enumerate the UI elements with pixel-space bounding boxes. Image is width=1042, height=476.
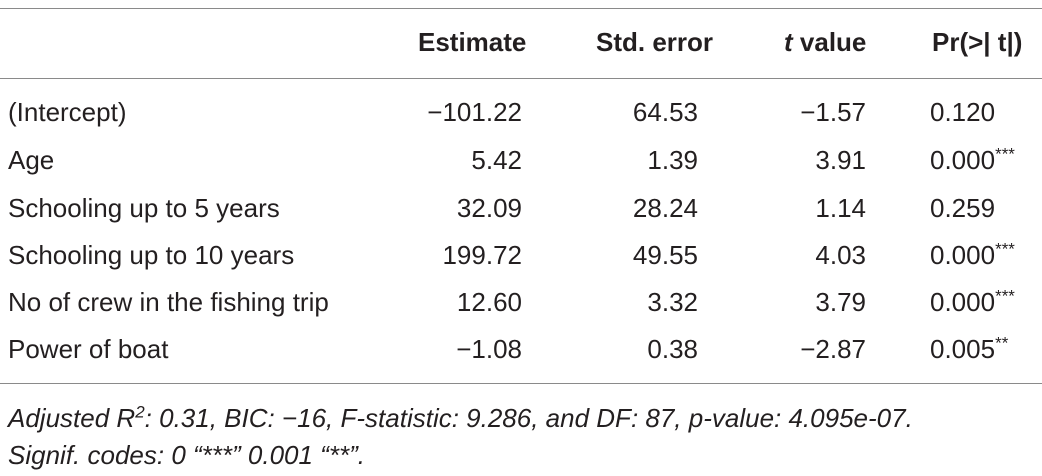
row-label: Power of boat [8, 334, 169, 364]
row-label: Schooling up to 10 years [8, 240, 295, 270]
row-label: (Intercept) [8, 97, 127, 127]
p-value: 0.259 [930, 193, 996, 223]
p-value-cell: 0.000*** [930, 240, 1015, 270]
header-cell: t value [784, 27, 866, 57]
p-value: 0.120 [930, 97, 996, 127]
significance: *** [995, 286, 1015, 306]
numeric-cell: 199.72 [442, 240, 522, 270]
numeric-cell: 64.53 [632, 97, 698, 127]
significance: *** [995, 239, 1015, 259]
numeric-cell: 1.39 [647, 145, 698, 175]
footnote-sup: 2 [135, 402, 145, 422]
numeric-cell: 12.60 [456, 287, 522, 317]
p-value: 0.000 [930, 145, 996, 175]
footnote-text: : 0.31, BIC: −16, F-statistic: 9.286, an… [144, 403, 913, 433]
p-value-cell: 0.120 [930, 97, 995, 127]
numeric-cell: 0.38 [647, 334, 698, 364]
header-cell: Estimate [418, 27, 527, 57]
p-value-cell: 0.005** [930, 334, 1008, 364]
numeric-cell: −1.57 [800, 97, 866, 127]
bottom-rule [0, 383, 1042, 384]
header-rule [0, 78, 1042, 79]
p-value-cell: 0.259 [930, 193, 995, 223]
p-value: 0.005 [930, 334, 996, 364]
p-value-cell: 0.000*** [930, 287, 1015, 317]
significance: *** [995, 144, 1015, 164]
p-value: 0.000 [930, 287, 996, 317]
top-rule [0, 8, 1042, 9]
numeric-cell: 4.03 [815, 240, 866, 270]
numeric-cell: 3.79 [815, 287, 866, 317]
numeric-cell: 3.32 [647, 287, 698, 317]
numeric-cell: 49.55 [632, 240, 698, 270]
numeric-cell: −1.08 [456, 334, 522, 364]
header-cell: Pr(>| t|) [932, 27, 1023, 57]
numeric-cell: 5.42 [471, 145, 522, 175]
header-cell: Std. error [596, 27, 714, 57]
numeric-cell: −2.87 [800, 334, 866, 364]
numeric-cell: −101.22 [427, 97, 522, 127]
header-text: value [792, 27, 867, 57]
footnote: Signif. codes: 0 “***” 0.001 “**”. [8, 440, 365, 470]
numeric-cell: 1.14 [815, 193, 866, 223]
row-label: Schooling up to 5 years [8, 193, 280, 223]
numeric-cell: 3.91 [815, 145, 866, 175]
numeric-cell: 28.24 [632, 193, 698, 223]
row-label: Age [8, 145, 55, 175]
numeric-cell: 32.09 [456, 193, 522, 223]
p-value: 0.000 [930, 240, 996, 270]
significance: ** [995, 333, 1009, 353]
row-label: No of crew in the fishing trip [8, 287, 329, 317]
p-value-cell: 0.000*** [930, 145, 1015, 175]
footnote: Adjusted R2: 0.31, BIC: −16, F-statistic… [8, 403, 913, 433]
footnote-text: Adjusted R [8, 403, 136, 433]
header-italic: t [784, 27, 793, 57]
